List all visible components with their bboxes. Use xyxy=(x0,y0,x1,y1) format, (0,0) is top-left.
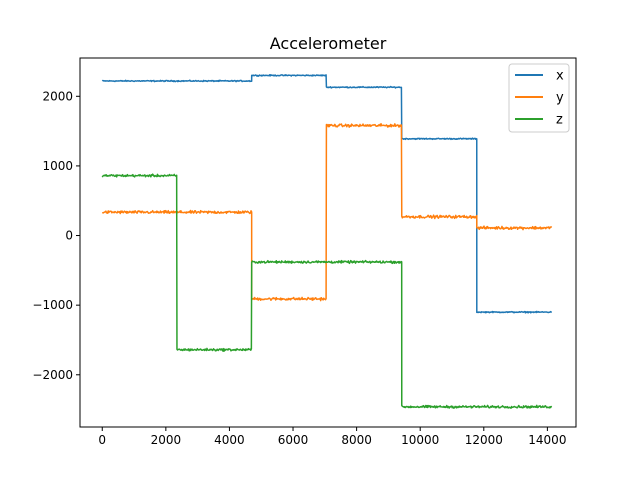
x-tick-label: 0 xyxy=(98,433,106,447)
series-line-z xyxy=(101,173,553,409)
y-axis: −2000 −1000 0 1000 2000 xyxy=(32,89,80,382)
y-tick-label: 0 xyxy=(65,229,73,243)
x-tick-label: 8000 xyxy=(341,433,372,447)
y-tick-label: −1000 xyxy=(32,298,73,312)
chart-title: Accelerometer xyxy=(270,34,387,53)
y-tick-label: 2000 xyxy=(42,89,73,103)
x-axis: 0 2000 4000 6000 8000 10000 12000 14000 xyxy=(98,427,566,447)
x-tick-label: 12000 xyxy=(465,433,503,447)
legend-label-x: x xyxy=(556,69,564,84)
series-layer xyxy=(101,74,553,409)
y-tick-label: −2000 xyxy=(32,368,73,382)
legend: xyz xyxy=(508,63,570,133)
x-tick-label: 14000 xyxy=(528,433,566,447)
series-line-x xyxy=(101,74,553,314)
legend-label-y: y xyxy=(556,91,564,106)
x-tick-label: 10000 xyxy=(401,433,439,447)
plot-frame xyxy=(79,57,577,428)
legend-label-z: z xyxy=(556,113,563,128)
x-tick-label: 6000 xyxy=(278,433,309,447)
y-tick-label: 1000 xyxy=(42,159,73,173)
x-tick-label: 2000 xyxy=(151,433,182,447)
x-tick-label: 4000 xyxy=(214,433,245,447)
